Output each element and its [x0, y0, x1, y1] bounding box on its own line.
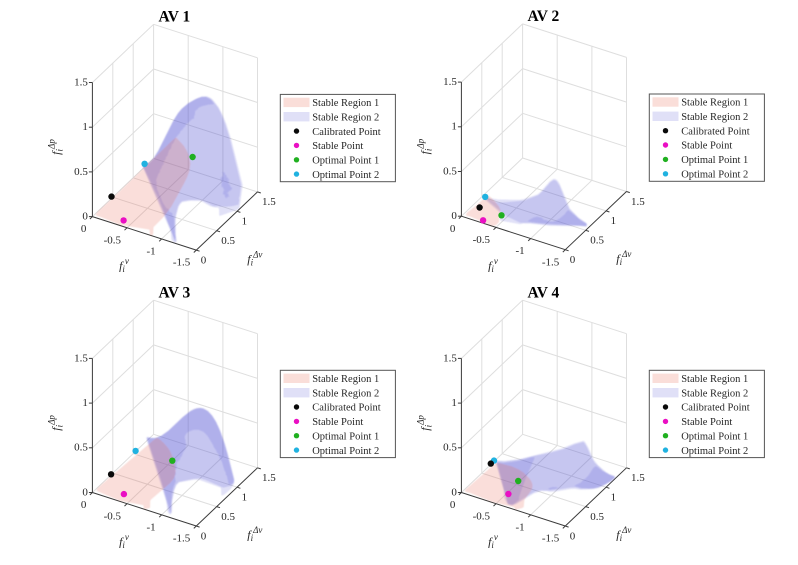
svg-text:fiv: fiv: [119, 532, 129, 550]
svg-text:1: 1: [82, 397, 88, 409]
svg-text:-0.5: -0.5: [473, 510, 491, 522]
svg-text:0: 0: [570, 530, 576, 542]
svg-text:fiΔv: fiΔv: [616, 525, 631, 543]
svg-text:1.5: 1.5: [631, 196, 645, 208]
svg-text:Stable Region 2: Stable Region 2: [312, 388, 379, 399]
svg-text:0: 0: [81, 499, 87, 511]
svg-text:fiΔv: fiΔv: [616, 249, 631, 267]
svg-text:Stable Region 1: Stable Region 1: [681, 98, 748, 109]
svg-text:AV 2: AV 2: [528, 8, 560, 25]
svg-text:1: 1: [82, 121, 88, 133]
svg-text:-0.5: -0.5: [473, 234, 491, 246]
svg-text:Stable Region 1: Stable Region 1: [312, 98, 379, 109]
svg-text:1.5: 1.5: [631, 472, 645, 484]
svg-text:-1: -1: [147, 521, 156, 533]
svg-text:1.5: 1.5: [74, 352, 88, 364]
svg-text:Optimal Point 1: Optimal Point 1: [312, 431, 379, 442]
svg-text:fiΔp: fiΔp: [47, 415, 65, 431]
svg-text:0.5: 0.5: [74, 166, 88, 178]
svg-text:Stable Region 2: Stable Region 2: [312, 112, 379, 123]
svg-text:Calibrated Point: Calibrated Point: [312, 127, 381, 138]
svg-text:1.5: 1.5: [262, 472, 276, 484]
svg-text:fiΔv: fiΔv: [247, 249, 262, 267]
svg-text:Stable Point: Stable Point: [681, 417, 732, 428]
svg-text:1: 1: [451, 121, 457, 133]
svg-text:fiv: fiv: [119, 256, 129, 274]
svg-text:0: 0: [451, 210, 457, 222]
svg-text:fiv: fiv: [488, 532, 498, 550]
svg-text:0.5: 0.5: [221, 511, 235, 523]
svg-text:AV 4: AV 4: [528, 285, 560, 302]
svg-text:0.5: 0.5: [590, 235, 604, 247]
svg-text:Optimal Point 1: Optimal Point 1: [681, 155, 748, 166]
svg-text:AV 1: AV 1: [159, 9, 191, 26]
svg-text:fiΔp: fiΔp: [416, 138, 434, 154]
svg-text:-1: -1: [147, 246, 156, 258]
svg-text:0: 0: [201, 530, 207, 542]
svg-text:-1.5: -1.5: [542, 256, 560, 268]
svg-text:Optimal Point 2: Optimal Point 2: [681, 446, 748, 457]
svg-text:1: 1: [611, 492, 617, 504]
svg-text:-1: -1: [516, 245, 525, 257]
svg-text:0.5: 0.5: [443, 442, 457, 454]
svg-text:1: 1: [242, 492, 248, 504]
svg-text:-1.5: -1.5: [542, 533, 560, 545]
svg-text:Calibrated Point: Calibrated Point: [681, 403, 750, 414]
svg-text:Stable Region 1: Stable Region 1: [312, 374, 379, 385]
svg-text:-1: -1: [516, 521, 525, 533]
svg-text:Stable Region 2: Stable Region 2: [681, 112, 748, 123]
svg-text:fiv: fiv: [488, 256, 498, 274]
svg-text:AV 3: AV 3: [159, 285, 191, 302]
svg-text:Stable Point: Stable Point: [681, 141, 732, 152]
svg-text:Calibrated Point: Calibrated Point: [312, 403, 381, 414]
svg-text:1: 1: [611, 215, 617, 227]
svg-text:0: 0: [450, 223, 456, 235]
svg-text:1.5: 1.5: [262, 196, 276, 208]
svg-text:-1.5: -1.5: [173, 257, 191, 269]
svg-text:Stable Point: Stable Point: [312, 417, 363, 428]
svg-text:fiΔp: fiΔp: [416, 415, 434, 431]
svg-text:Optimal Point 2: Optimal Point 2: [681, 169, 748, 180]
svg-text:Optimal Point 1: Optimal Point 1: [681, 431, 748, 442]
svg-text:0: 0: [201, 254, 207, 266]
svg-text:0: 0: [82, 211, 88, 223]
svg-text:0.5: 0.5: [443, 165, 457, 177]
svg-text:0: 0: [570, 254, 576, 266]
svg-text:0: 0: [81, 223, 87, 235]
svg-text:1: 1: [451, 397, 457, 409]
svg-text:0.5: 0.5: [74, 442, 88, 454]
svg-text:Optimal Point 2: Optimal Point 2: [312, 446, 379, 457]
svg-text:0: 0: [82, 486, 88, 498]
svg-text:Stable Region 1: Stable Region 1: [681, 374, 748, 385]
svg-text:0: 0: [451, 486, 457, 498]
svg-text:fiΔv: fiΔv: [247, 525, 262, 543]
svg-text:-0.5: -0.5: [104, 510, 122, 522]
svg-text:Stable Point: Stable Point: [312, 141, 363, 152]
svg-text:Optimal Point 1: Optimal Point 1: [312, 156, 379, 167]
svg-text:0.5: 0.5: [590, 511, 604, 523]
svg-text:0: 0: [450, 499, 456, 511]
svg-text:0.5: 0.5: [221, 235, 235, 247]
svg-text:1.5: 1.5: [74, 76, 88, 88]
svg-text:Stable Region 2: Stable Region 2: [681, 388, 748, 399]
svg-text:fiΔp: fiΔp: [47, 139, 65, 155]
svg-text:1.5: 1.5: [443, 352, 457, 364]
svg-text:-0.5: -0.5: [104, 234, 122, 246]
svg-text:1.5: 1.5: [443, 76, 457, 88]
svg-text:-1.5: -1.5: [173, 533, 191, 545]
svg-text:Optimal Point 2: Optimal Point 2: [312, 170, 379, 181]
svg-text:Calibrated Point: Calibrated Point: [681, 126, 750, 137]
svg-text:1: 1: [242, 216, 248, 228]
